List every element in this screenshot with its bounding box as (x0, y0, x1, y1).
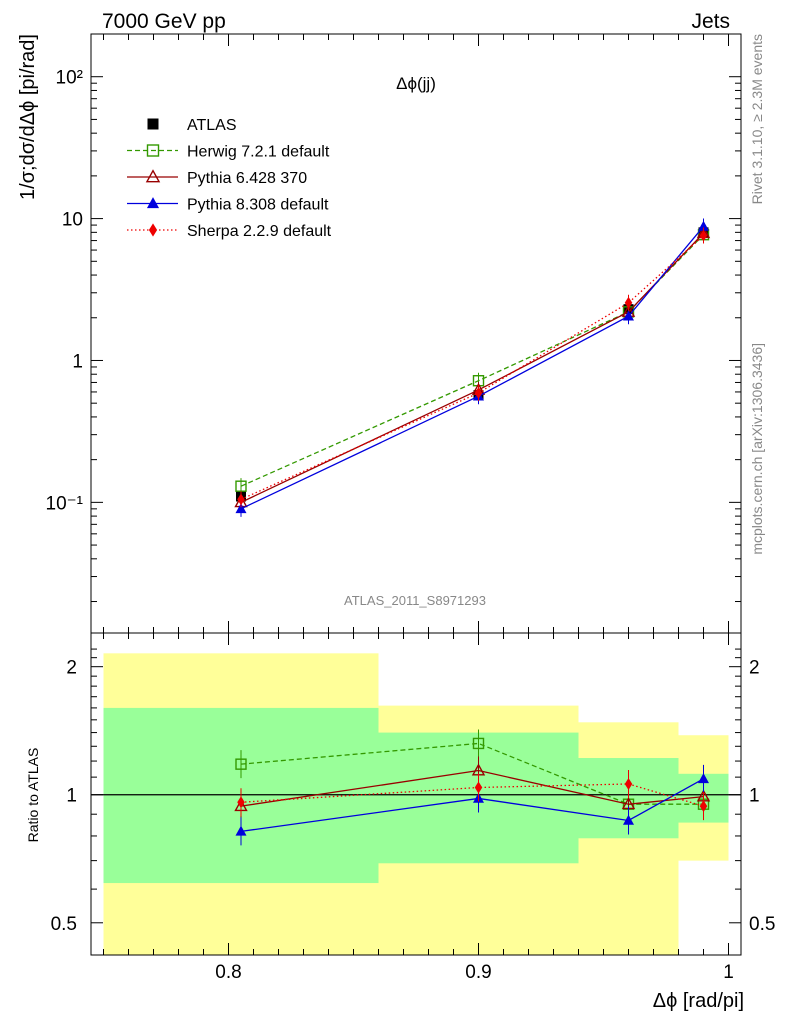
x-axis-label: Δϕ [rad/pi] (653, 990, 744, 1012)
data-point (699, 229, 708, 242)
data-point (235, 503, 247, 514)
main-panel: 10⁻¹ 1 10 10² Δϕ(jj) ATLAS_2011_S8971293 1/… (17, 33, 742, 634)
legend-label: ATLAS (187, 117, 237, 134)
ratio-data-point (472, 737, 485, 750)
legend-entry-atlas: ATLAS (147, 117, 237, 134)
series-line (240, 235, 704, 500)
y-axis-label: 1/σ;dσ/dΔϕ [pi/rad] (17, 34, 39, 200)
x-tick-label: 1 (723, 962, 734, 983)
ratio-y-tick-label-right: 2 (749, 658, 760, 679)
legend-entry-pythia-6-428-370: Pythia 6.428 370 (127, 169, 307, 187)
ratio-plot-area: 0.5 0.5 1 1 2 2 0.8 0.9 1 (51, 632, 775, 983)
x-tick-label: 0.8 (215, 962, 241, 983)
series-sherpa-2-2-9-default (237, 227, 708, 508)
y-tick-label: 10 (62, 210, 83, 231)
series-atlas (236, 224, 709, 505)
legend-marker (147, 118, 159, 130)
data-point (474, 386, 483, 399)
y-tick-label: 1 (72, 351, 83, 372)
rivet-version-label: Rivet 3.1.10, ≥ 2.3M events (749, 34, 765, 204)
legend-entry-sherpa-2-2-9-default: Sherpa 2.2.9 default (127, 223, 332, 240)
data-point (624, 296, 633, 309)
data-point (237, 493, 245, 506)
legend-label: Pythia 8.308 default (187, 197, 329, 214)
ratio-series-line (240, 769, 704, 807)
legend-marker (145, 169, 161, 183)
ratio-y-tick-label-right: 0.5 (749, 914, 775, 935)
main-title: Δϕ(jj) (396, 74, 436, 93)
series-pythia-8-308-default (235, 218, 709, 517)
ratio-y-tick-label-right: 1 (749, 786, 760, 807)
analysis-label: ATLAS_2011_S8971293 (344, 593, 486, 608)
ratio-data-point (474, 781, 483, 794)
ratio-y-axis-label: Ratio to ATLAS (25, 748, 41, 843)
x-tick-label: 0.9 (465, 962, 491, 983)
legend-marker (148, 223, 158, 237)
ratio-series-pythia-8-308-default (235, 764, 709, 846)
ratio-y-tick-label: 2 (66, 658, 77, 679)
ratio-series-sherpa-2-2-9-default (237, 769, 708, 821)
ratio-data-point (698, 773, 709, 784)
legend-entry-herwig-7-2-1-default: Herwig 7.2.1 default (127, 144, 330, 161)
ratio-data-point (237, 796, 245, 809)
series-line (240, 232, 704, 503)
series-line (240, 234, 704, 487)
ratio-y-tick-label: 0.5 (51, 914, 77, 935)
ratio-data-point (624, 777, 633, 790)
ratio-y-tick-label: 1 (66, 786, 77, 807)
ratio-data-point (699, 800, 708, 813)
data-point (235, 480, 247, 492)
uncertainty-band-total (578, 722, 679, 955)
series-line (240, 226, 704, 510)
series-pythia-6-428-370 (234, 225, 711, 511)
header-right: Jets (691, 10, 730, 33)
mcplots-label: mcplots.cern.ch [arXiv:1306.3436] (749, 343, 765, 555)
legend-label: Herwig 7.2.1 default (187, 144, 330, 161)
legend-label: Pythia 6.428 370 (187, 170, 307, 187)
series-herwig-7-2-1-default (235, 226, 710, 495)
ratio-data-point (235, 825, 247, 836)
ratio-data-point (623, 814, 634, 825)
header-left: 7000 GeV pp (102, 10, 226, 33)
y-tick-label: 10² (56, 68, 83, 89)
legend-label: Sherpa 2.2.9 default (187, 223, 332, 240)
y-tick-label: 10⁻¹ (46, 493, 84, 514)
ratio-panel: 0.5 0.5 1 1 2 2 0.8 0.9 1 Ratio to ATLAS Δϕ [rad… (25, 632, 775, 1012)
legend: ATLAS Herwig 7.2.1 default Pythia 6.428 37… (127, 117, 332, 240)
legend-marker (146, 197, 160, 209)
ratio-series-line (240, 778, 704, 833)
ratio-data-point (235, 758, 247, 770)
legend-entry-pythia-8-308-default: Pythia 8.308 default (127, 197, 329, 214)
data-point (698, 220, 709, 231)
ratio-series-line (240, 783, 704, 807)
data-point (623, 310, 634, 321)
ratio-frame (90, 632, 742, 956)
legend-marker (146, 144, 160, 157)
